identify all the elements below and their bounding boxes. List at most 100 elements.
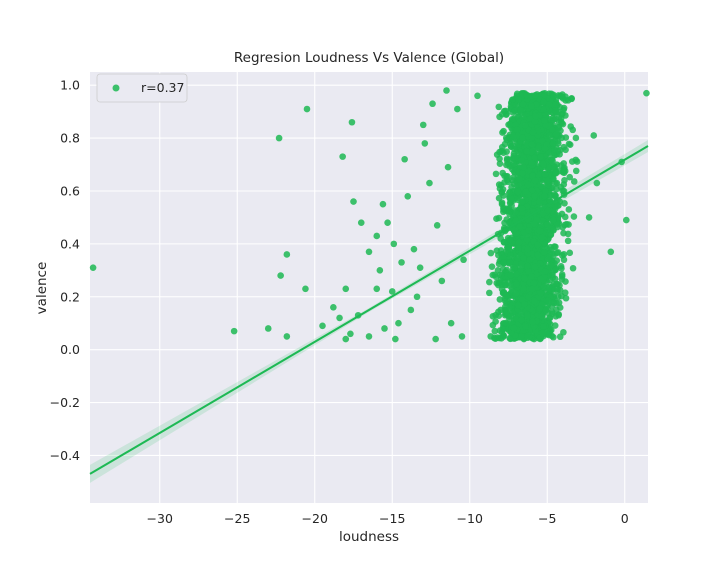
data-point	[283, 251, 291, 258]
data-point	[496, 327, 504, 334]
data-point	[541, 268, 549, 275]
data-point	[499, 169, 506, 177]
data-point	[536, 305, 544, 312]
data-point	[560, 166, 567, 174]
data-point	[507, 271, 515, 279]
data-point	[392, 335, 399, 343]
data-point	[508, 115, 516, 123]
x-tick-label: −30	[147, 511, 173, 526]
data-point	[593, 179, 601, 187]
data-point	[550, 92, 558, 100]
data-point	[525, 227, 532, 234]
data-point	[520, 163, 527, 171]
data-point	[557, 183, 565, 191]
data-point	[506, 304, 513, 311]
data-point	[537, 289, 545, 297]
data-point	[537, 153, 544, 161]
data-point	[534, 251, 542, 259]
data-point	[547, 243, 554, 251]
data-point	[540, 323, 547, 330]
data-point	[541, 192, 548, 200]
data-point	[516, 223, 524, 230]
data-point	[556, 333, 564, 341]
data-point	[518, 205, 526, 212]
data-point	[502, 281, 509, 289]
data-point	[561, 199, 568, 207]
data-point	[573, 158, 581, 165]
data-point	[381, 325, 388, 332]
data-point	[499, 129, 506, 136]
data-point	[561, 289, 569, 297]
data-point	[553, 257, 561, 264]
y-tick-label: −0.4	[50, 448, 80, 463]
data-point	[551, 191, 558, 198]
data-point	[496, 155, 503, 163]
data-point	[487, 249, 495, 257]
data-point	[550, 175, 557, 183]
data-point	[562, 146, 569, 154]
data-point	[517, 106, 524, 114]
data-point	[519, 100, 527, 108]
data-point	[458, 333, 466, 340]
data-point	[511, 107, 518, 115]
x-ticks: −30 −25 −20 −15 −10 −5 0	[147, 511, 629, 526]
data-point	[510, 174, 517, 181]
data-point	[365, 333, 373, 340]
x-axis-label: loudness	[339, 529, 399, 545]
data-point	[551, 322, 559, 329]
y-tick-label: 0.2	[60, 289, 80, 304]
data-point	[518, 260, 526, 267]
data-point	[513, 270, 520, 278]
data-point	[564, 237, 572, 245]
data-point	[536, 198, 543, 206]
data-point	[623, 216, 630, 224]
data-point	[515, 302, 522, 309]
data-point	[508, 202, 515, 209]
data-point	[521, 275, 529, 283]
data-point	[496, 296, 504, 303]
x-tick-label: 0	[621, 511, 629, 526]
data-point	[538, 137, 546, 145]
data-point	[277, 272, 284, 279]
data-point	[503, 161, 510, 169]
data-point	[502, 292, 510, 300]
data-point	[506, 259, 514, 266]
data-point	[528, 148, 536, 156]
data-point	[495, 251, 502, 259]
data-point	[339, 153, 346, 160]
data-point	[509, 96, 517, 103]
data-point	[550, 116, 557, 123]
data-point	[550, 227, 557, 234]
y-tick-label: −0.2	[50, 395, 80, 410]
data-point	[319, 322, 326, 330]
data-point	[564, 230, 572, 238]
data-point	[515, 96, 522, 103]
data-point	[534, 241, 541, 249]
data-point	[542, 187, 549, 195]
data-point	[515, 238, 523, 246]
data-point	[538, 234, 546, 242]
data-point	[561, 177, 568, 184]
data-point	[566, 249, 574, 257]
data-point	[486, 278, 493, 286]
data-point	[549, 140, 557, 148]
y-axis-label: valence	[34, 262, 50, 315]
data-point	[506, 210, 513, 218]
data-point	[554, 140, 562, 147]
data-point	[570, 213, 578, 220]
data-point	[539, 210, 547, 217]
data-point	[541, 171, 549, 178]
data-point	[572, 167, 580, 175]
y-tick-label: 0.8	[60, 131, 80, 146]
data-point	[562, 97, 569, 104]
data-point	[544, 221, 551, 228]
data-point	[553, 130, 560, 138]
data-point	[528, 141, 536, 148]
data-point	[525, 268, 532, 275]
data-point	[416, 264, 424, 271]
data-point	[522, 322, 529, 330]
data-point	[523, 91, 531, 99]
data-point	[528, 273, 535, 280]
data-point	[547, 261, 555, 269]
x-tick-label: −15	[379, 511, 405, 526]
